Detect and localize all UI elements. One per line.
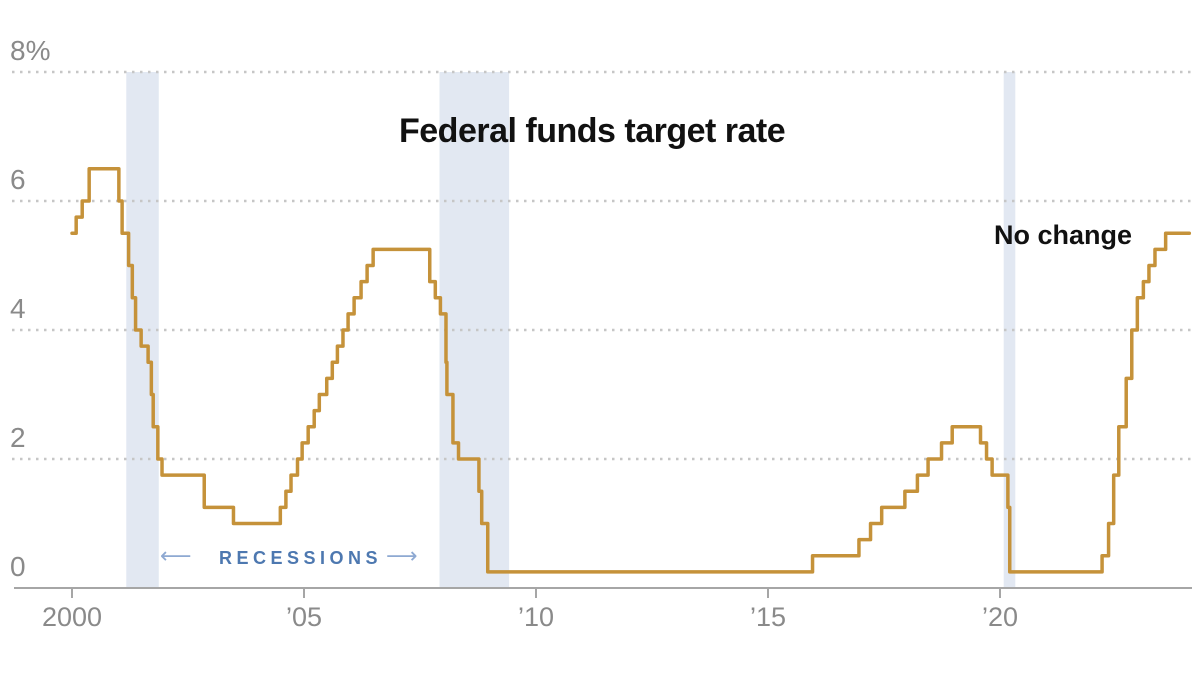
x-tick-label: ’10 <box>517 602 555 632</box>
y-tick-label: 6 <box>10 164 26 195</box>
recession-band <box>439 72 510 588</box>
no-change-annotation: No change <box>994 220 1133 250</box>
y-tick-label: 2 <box>10 422 26 453</box>
y-tick-label: 0 <box>10 551 26 582</box>
chart-title: Federal funds target rate <box>399 112 786 150</box>
recessions-label: RECESSIONS <box>219 548 383 568</box>
recession-arrow-right-icon: ⟶ <box>386 543 418 568</box>
recession-band <box>1003 72 1016 588</box>
y-tick-label: 8% <box>10 35 51 66</box>
recession-arrow-left-icon: ⟵ <box>160 543 192 568</box>
x-tick-label: ’20 <box>981 602 1019 632</box>
x-tick-label: 2000 <box>41 602 103 632</box>
y-tick-label: 4 <box>10 293 26 324</box>
rate-line <box>70 167 1192 574</box>
x-tick-label: ’05 <box>285 602 323 632</box>
x-tick-label: ’15 <box>749 602 787 632</box>
